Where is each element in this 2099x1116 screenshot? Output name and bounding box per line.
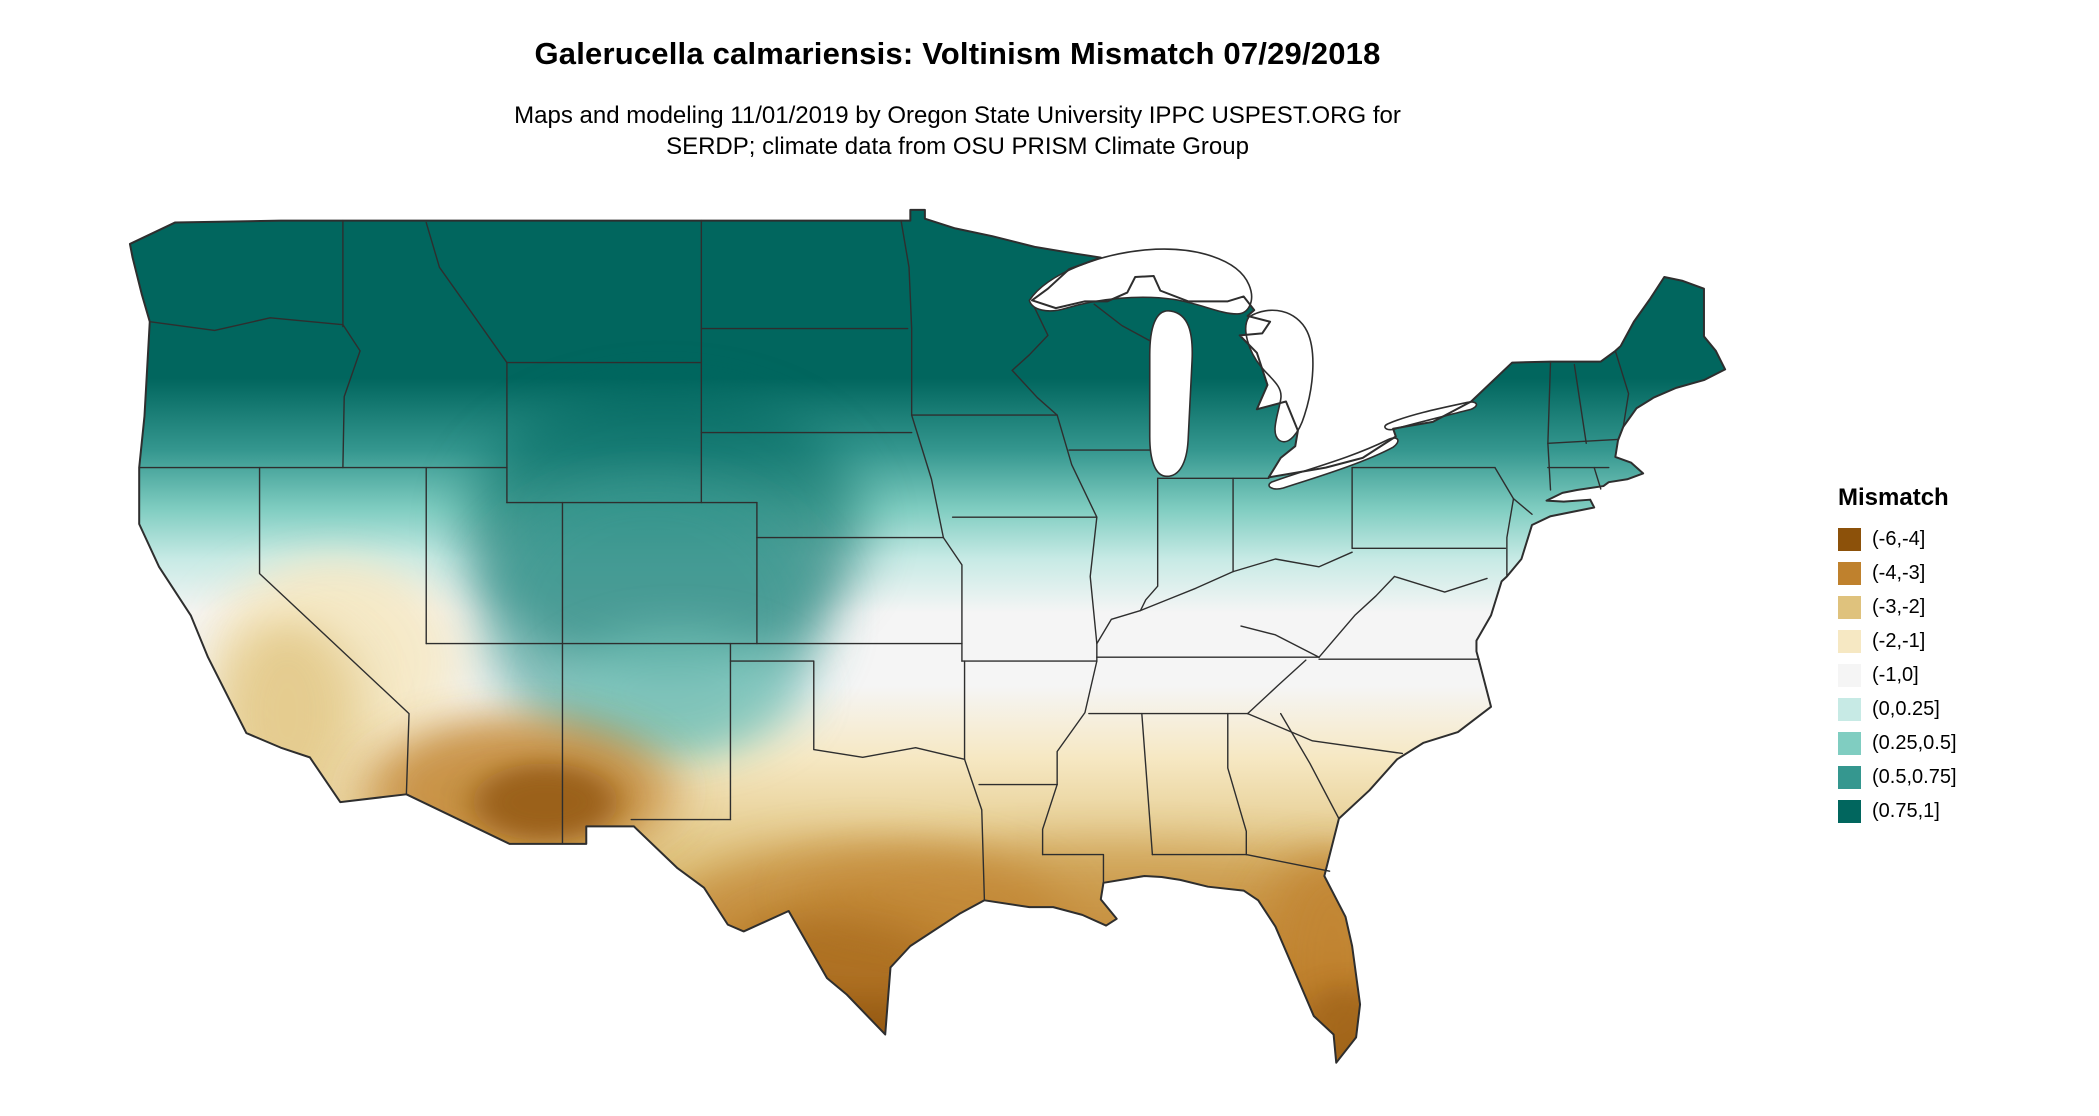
us-outline xyxy=(130,210,1725,1063)
legend-rows: (-6,-4] (-4,-3] (-3,-2] (-2,-1] (-1,0] (0,0.2… xyxy=(1838,528,2068,823)
subtitle-line-1: Maps and modeling 11/01/2019 by Oregon S… xyxy=(514,102,1401,129)
great-lakes xyxy=(1029,249,1476,489)
legend-entry: (-4,-3] xyxy=(1838,562,2068,585)
legend-swatch xyxy=(1838,630,1861,653)
map-subtitle: Maps and modeling 11/01/2019 by Oregon S… xyxy=(0,100,1915,162)
legend-entry-label: (0.5,0.75] xyxy=(1872,766,1957,788)
legend-swatch xyxy=(1838,766,1861,789)
legend-entry: (0.75,1] xyxy=(1838,800,2068,823)
lake-superior xyxy=(1029,249,1251,314)
subtitle-line-2: SERDP; climate data from OSU PRISM Clima… xyxy=(666,133,1249,160)
legend-title: Mismatch xyxy=(1838,484,1949,511)
legend-entry-label: (0.75,1] xyxy=(1872,800,1940,822)
page-title: Galerucella calmariensis: Voltinism Mism… xyxy=(534,36,1381,71)
legend-swatch xyxy=(1838,562,1861,585)
legend-swatch xyxy=(1838,800,1861,823)
legend-swatch xyxy=(1838,664,1861,687)
legend-swatch xyxy=(1838,596,1861,619)
legend-swatch xyxy=(1838,698,1861,721)
lake-michigan xyxy=(1150,311,1193,477)
legend: Mismatch (-6,-4] (-4,-3] (-3,-2] (-2,-1] (-1… xyxy=(1838,484,2068,834)
legend-entry: (-6,-4] xyxy=(1838,528,2068,551)
legend-entry: (0.25,0.5] xyxy=(1838,732,2068,755)
state-boundaries xyxy=(139,221,1628,901)
us-map-svg xyxy=(122,207,1782,1087)
legend-entry-label: (-2,-1] xyxy=(1872,630,1926,652)
lake-erie xyxy=(1269,438,1398,489)
raster-color-field xyxy=(129,209,1726,1063)
map-header: Galerucella calmariensis: Voltinism Mism… xyxy=(0,36,1915,162)
legend-entry-label: (-1,0] xyxy=(1872,664,1919,686)
legend-entry-label: (0,0.25] xyxy=(1872,698,1940,720)
legend-entry-label: (-3,-2] xyxy=(1872,596,1926,618)
legend-entry: (0.5,0.75] xyxy=(1838,766,2068,789)
legend-entry: (-3,-2] xyxy=(1838,596,2068,619)
legend-swatch xyxy=(1838,528,1861,551)
legend-swatch xyxy=(1838,732,1861,755)
us-voltinism-mismatch-map xyxy=(122,207,1782,1087)
legend-entry: (-1,0] xyxy=(1838,664,2068,687)
legend-entry-label: (-4,-3] xyxy=(1872,562,1926,584)
legend-entry: (0,0.25] xyxy=(1838,698,2068,721)
legend-entry: (-2,-1] xyxy=(1838,630,2068,653)
legend-entry-label: (0.25,0.5] xyxy=(1872,732,1957,754)
lake-ontario xyxy=(1385,402,1477,430)
legend-entry-label: (-6,-4] xyxy=(1872,528,1926,550)
